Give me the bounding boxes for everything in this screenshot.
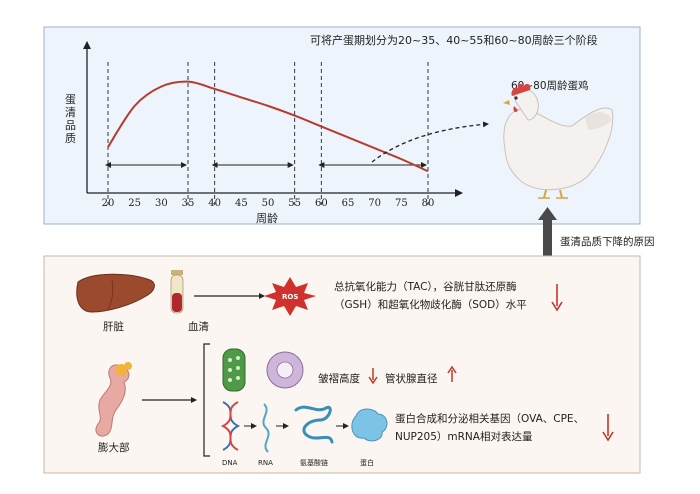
amino-acid-chain-icon [294, 405, 334, 444]
magnum-label: 膨大部 [98, 441, 130, 454]
ros-icon [264, 277, 316, 316]
gene-text-line2: NUP205）mRNA相对表达量 [395, 430, 533, 443]
protein-label: 蛋白 [360, 458, 374, 467]
gene-text-line1: 蛋白合成和分泌相关基因（OVA、CPE、 [395, 412, 584, 425]
amino-acid-label: 氨基酸链 [300, 458, 328, 467]
quality-curve [107, 80, 429, 173]
findings-bracket [203, 343, 210, 457]
hen-label: 60~80周龄蛋鸡 [511, 79, 589, 92]
x-tick-label: 20 [102, 198, 115, 209]
y-axis-label: 蛋 清 品 质 [65, 93, 76, 145]
serum-tube-icon [170, 270, 184, 314]
y-label-char: 蛋 [65, 93, 76, 106]
fold-tissue-icon [222, 348, 246, 392]
x-tick-label: 70 [368, 198, 381, 209]
gland-diameter-up-arrow [447, 365, 457, 382]
antioxidant-text-line2: （GSH）和超氧化物歧化酶（SOD）水平 [334, 298, 527, 311]
x-tick-label: 30 [155, 198, 168, 209]
liver-icon [76, 273, 155, 313]
liver-label: 肝脏 [103, 320, 124, 333]
cause-link-arrow [538, 207, 557, 256]
x-tick-labels: 20 25 30 35 40 45 50 55 60 65 70 75 80 [102, 198, 435, 209]
dashed-arrow-to-hen [371, 121, 489, 163]
antioxidant-down-arrow [551, 284, 563, 312]
magnum-icon [95, 362, 132, 437]
dna-icon [220, 401, 241, 451]
gland-diameter-label: 管状腺直径 [385, 372, 438, 385]
protein-icon [351, 408, 388, 442]
fold-height-label: 皱褶高度 [318, 372, 360, 385]
x-tick-label: 50 [262, 198, 275, 209]
gene-down-arrow [602, 414, 614, 442]
antioxidant-text-line1: 总抗氧化能力（TAC），谷胱甘肽还原酶 [334, 280, 517, 293]
x-tick-label: 80 [422, 198, 435, 209]
rna-icon [262, 403, 270, 453]
phase-note: 可将产蛋期划分为20~35、40~55和60~80周龄三个阶段 [310, 33, 598, 47]
ros-label: ROS [282, 293, 298, 301]
cause-link-label: 蛋清品质下降的原因 [560, 235, 655, 248]
x-tick-label: 25 [128, 198, 141, 209]
x-tick-label: 65 [342, 198, 355, 209]
x-tick-label: 45 [235, 198, 248, 209]
x-tick-label: 60 [315, 198, 328, 209]
y-label-char: 质 [65, 132, 76, 145]
dna-label: DNA [222, 459, 238, 467]
serum-label: 血清 [188, 320, 209, 333]
y-label-char: 品 [65, 119, 76, 132]
hen-illustration [503, 83, 614, 199]
x-axis-label: 周龄 [256, 211, 278, 225]
tubular-gland-icon [266, 351, 304, 389]
rna-label: RNA [258, 459, 273, 467]
x-tick-label: 75 [395, 198, 408, 209]
y-label-char: 清 [65, 106, 76, 119]
x-tick-label: 35 [182, 198, 195, 209]
x-tick-label: 40 [208, 198, 221, 209]
fold-height-down-arrow [368, 368, 378, 385]
x-tick-label: 55 [288, 198, 301, 209]
phase-boundary-lines [107, 62, 429, 205]
